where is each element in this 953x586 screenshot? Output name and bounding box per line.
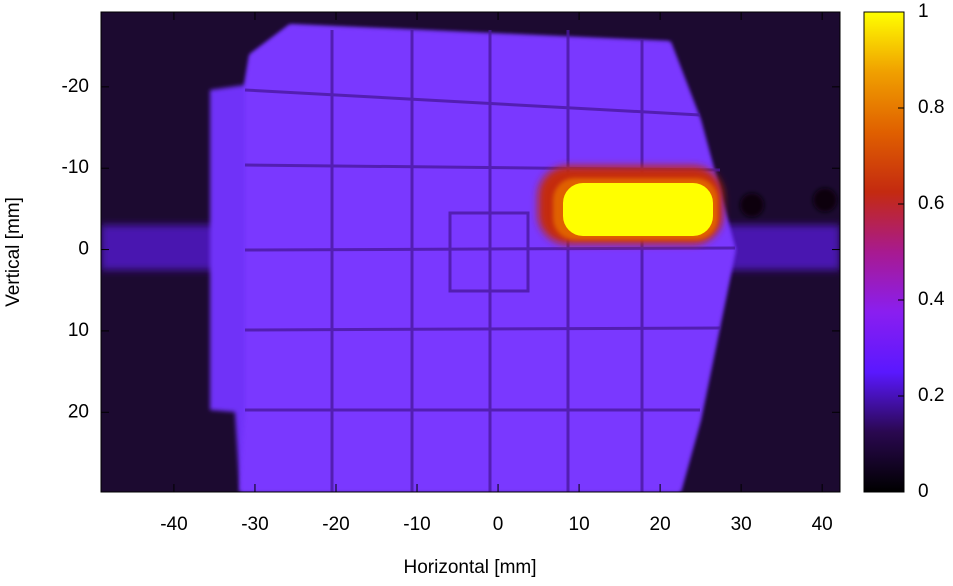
colorbar-tick-label: 0 xyxy=(918,481,929,502)
colorbar-tick-label: 0.4 xyxy=(918,289,945,310)
y-tick-label: 20 xyxy=(68,401,89,422)
colorbar xyxy=(863,11,905,493)
y-tick-label: -10 xyxy=(62,157,89,178)
x-tick-label: 20 xyxy=(650,514,671,535)
y-tick-label: 0 xyxy=(78,239,89,260)
y-tick-label: -20 xyxy=(62,76,89,97)
y-tick-label: 10 xyxy=(68,320,89,341)
x-tick-label: 30 xyxy=(731,514,752,535)
colorbar-tick-label: 0.8 xyxy=(918,97,944,118)
x-tick-label: 10 xyxy=(569,514,590,535)
x-tick-label: -10 xyxy=(403,514,430,535)
x-tick-label: -40 xyxy=(160,514,187,535)
colorbar-tick-label: 1 xyxy=(918,1,929,22)
x-tick-label: 40 xyxy=(812,514,833,535)
y-axis-label: Vertical [mm] xyxy=(3,197,24,307)
plot-frame xyxy=(100,11,841,493)
x-tick-label: 0 xyxy=(493,514,504,535)
x-tick-label: -30 xyxy=(241,514,268,535)
colorbar-tick-label: 0.6 xyxy=(918,193,944,214)
colorbar-tick-label: 0.2 xyxy=(918,385,944,406)
x-tick-label: -20 xyxy=(322,514,349,535)
x-axis-label: Horizontal [mm] xyxy=(403,557,536,578)
heatmap-image xyxy=(101,12,840,492)
